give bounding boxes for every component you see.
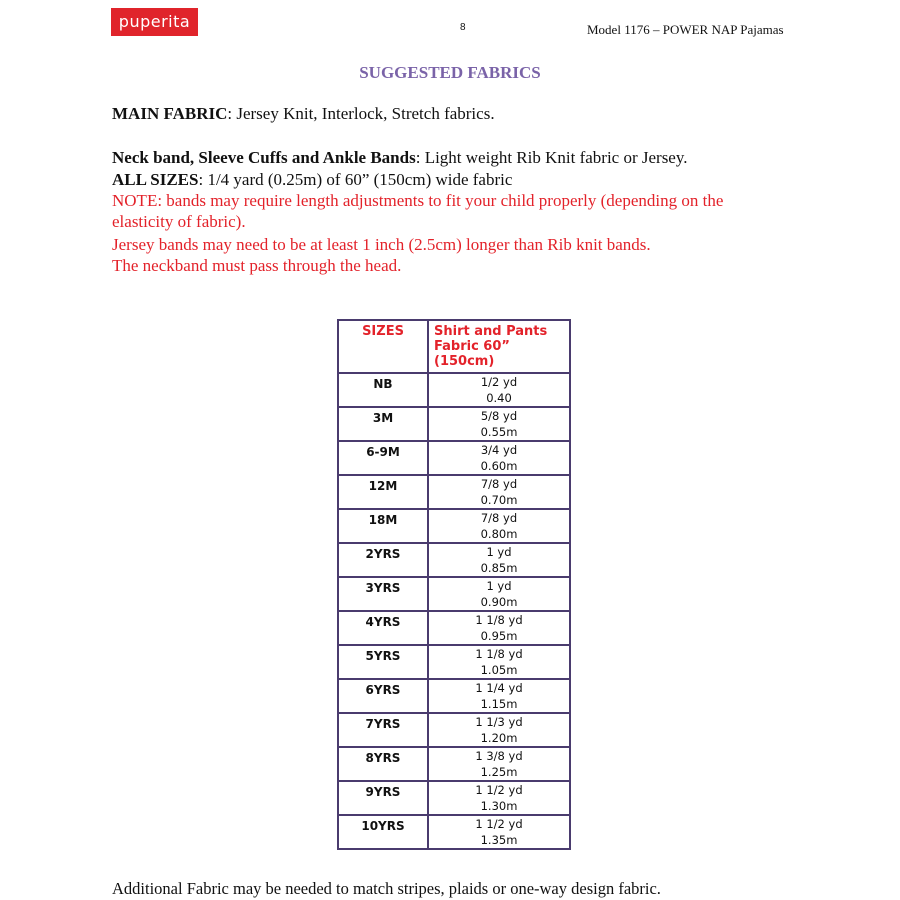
table-row: 8YRS 1 3/8 yd 1.25m (337, 746, 571, 782)
size-cell: 7YRS (337, 712, 429, 748)
note-line-2: elasticity of fabric). (112, 212, 246, 231)
bands-label: Neck band, Sleeve Cuffs and Ankle Bands (112, 148, 416, 167)
section-title: SUGGESTED FABRICS (359, 63, 541, 82)
table-row: 4YRS 1 1/8 yd 0.95m (337, 610, 571, 646)
fabric-table: SIZES Shirt and Pants Fabric 60” (150cm) … (337, 319, 571, 850)
amount-cell: 1 1/3 yd 1.20m (427, 712, 571, 748)
size-cell: 9YRS (337, 780, 429, 816)
amount-cell: 3/4 yd 0.60m (427, 440, 571, 476)
model-title: Model 1176 – POWER NAP Pajamas (587, 22, 784, 37)
amount-cell: 1/2 yd 0.40 (427, 372, 571, 408)
footer-note: Additional Fabric may be needed to match… (112, 879, 661, 898)
size-cell: 18M (337, 508, 429, 544)
header-sizes: SIZES (337, 319, 429, 374)
table-row: 6YRS 1 1/4 yd 1.15m (337, 678, 571, 714)
all-sizes-text: : 1/4 yard (0.25m) of 60” (150cm) wide f… (198, 170, 513, 189)
size-cell: 10YRS (337, 814, 429, 850)
table-row: 7YRS 1 1/3 yd 1.20m (337, 712, 571, 748)
amount-cell: 1 1/4 yd 1.15m (427, 678, 571, 714)
size-cell: 12M (337, 474, 429, 510)
size-cell: 3M (337, 406, 429, 442)
page-number: 8 (460, 22, 466, 33)
puperita-logo: puperita (111, 8, 198, 36)
amount-cell: 1 yd 0.90m (427, 576, 571, 612)
table-row: 3M 5/8 yd 0.55m (337, 406, 571, 442)
note-label: NOTE (112, 191, 158, 210)
all-sizes-label: ALL SIZES (112, 170, 199, 189)
bands-line: Neck band, Sleeve Cuffs and Ankle Bands:… (112, 148, 688, 168)
table-row: 5YRS 1 1/8 yd 1.05m (337, 644, 571, 680)
header-fabric: Shirt and Pants Fabric 60” (150cm) (427, 319, 571, 374)
size-cell: 3YRS (337, 576, 429, 612)
size-cell: 4YRS (337, 610, 429, 646)
amount-cell: 1 1/8 yd 1.05m (427, 644, 571, 680)
note-line: NOTE: bands may require length adjustmen… (112, 191, 723, 211)
amount-cell: 1 1/8 yd 0.95m (427, 610, 571, 646)
table-row: 9YRS 1 1/2 yd 1.30m (337, 780, 571, 816)
amount-cell: 1 3/8 yd 1.25m (427, 746, 571, 782)
all-sizes-line: ALL SIZES: 1/4 yard (0.25m) of 60” (150c… (112, 170, 512, 190)
amount-cell: 1 1/2 yd 1.35m (427, 814, 571, 850)
size-cell: 8YRS (337, 746, 429, 782)
note-line-4: The neckband must pass through the head. (112, 256, 402, 275)
main-fabric-label: MAIN FABRIC (112, 104, 228, 123)
table-row: 10YRS 1 1/2 yd 1.35m (337, 814, 571, 850)
size-cell: 6-9M (337, 440, 429, 476)
size-cell: 5YRS (337, 644, 429, 680)
bands-text: : Light weight Rib Knit fabric or Jersey… (415, 148, 688, 167)
amount-cell: 1 yd 0.85m (427, 542, 571, 578)
table-row: 12M 7/8 yd 0.70m (337, 474, 571, 510)
amount-cell: 7/8 yd 0.80m (427, 508, 571, 544)
amount-cell: 7/8 yd 0.70m (427, 474, 571, 510)
table-row: NB 1/2 yd 0.40 (337, 372, 571, 408)
main-fabric-line: MAIN FABRIC: Jersey Knit, Interlock, Str… (112, 104, 495, 124)
table-row: 18M 7/8 yd 0.80m (337, 508, 571, 544)
amount-cell: 5/8 yd 0.55m (427, 406, 571, 442)
size-cell: NB (337, 372, 429, 408)
table-row: 3YRS 1 yd 0.90m (337, 576, 571, 612)
size-cell: 6YRS (337, 678, 429, 714)
table-row: 6-9M 3/4 yd 0.60m (337, 440, 571, 476)
note-text: : bands may require length adjustments t… (157, 191, 724, 210)
amount-cell: 1 1/2 yd 1.30m (427, 780, 571, 816)
table-row: 2YRS 1 yd 0.85m (337, 542, 571, 578)
note-line-3: Jersey bands may need to be at least 1 i… (112, 235, 651, 254)
main-fabric-text: : Jersey Knit, Interlock, Stretch fabric… (227, 104, 495, 123)
size-cell: 2YRS (337, 542, 429, 578)
